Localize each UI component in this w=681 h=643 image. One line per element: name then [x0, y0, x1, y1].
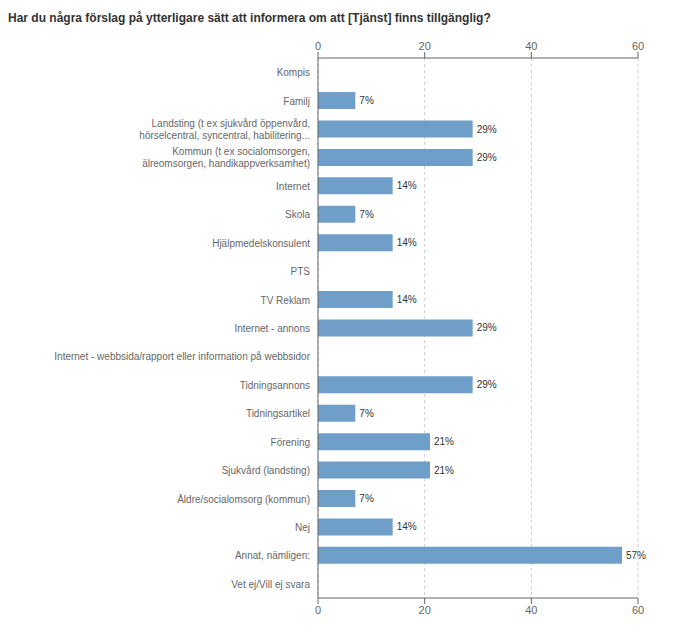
- svg-text:Internet - webbsida/rapport el: Internet - webbsida/rapport eller inform…: [54, 351, 310, 362]
- svg-text:Kommun (t ex socialomsorgen,äl: Kommun (t ex socialomsorgen,älreomsorgen…: [142, 146, 310, 169]
- svg-text:14%: 14%: [397, 521, 417, 532]
- svg-text:7%: 7%: [359, 493, 374, 504]
- svg-text:14%: 14%: [397, 180, 417, 191]
- svg-text:7%: 7%: [359, 209, 374, 220]
- svg-text:29%: 29%: [477, 322, 497, 333]
- svg-text:57%: 57%: [626, 550, 646, 561]
- html-text:Har du några förslag på ytterl: Har du några förslag på ytterligare sätt…: [8, 11, 491, 25]
- svg-text:14%: 14%: [397, 294, 417, 305]
- svg-text:PTS: PTS: [291, 266, 311, 277]
- svg-text:0: 0: [315, 40, 321, 52]
- svg-text:TV Reklam: TV Reklam: [261, 294, 310, 305]
- svg-text:20: 20: [419, 604, 431, 616]
- svg-text:Tidningsannons: Tidningsannons: [240, 379, 310, 390]
- svg-text:0: 0: [315, 604, 321, 616]
- svg-text:Annat, nämligen:: Annat, nämligen:: [235, 550, 310, 561]
- svg-text:21%: 21%: [434, 465, 454, 476]
- svg-text:Kompis: Kompis: [277, 67, 310, 78]
- svg-text:Äldre/socialomsorg (kommun): Äldre/socialomsorg (kommun): [177, 493, 310, 504]
- svg-text:7%: 7%: [359, 95, 374, 106]
- svg-text:Nej: Nej: [295, 521, 310, 532]
- svg-text:Hjälpmedelskonsulent: Hjälpmedelskonsulent: [212, 237, 310, 248]
- svg-text:20: 20: [419, 40, 431, 52]
- svg-text:Landsting (t ex sjukvård öppen: Landsting (t ex sjukvård öppenvård,hörse…: [139, 118, 310, 141]
- svg-text:Internet: Internet: [276, 180, 310, 191]
- svg-text:29%: 29%: [477, 124, 497, 135]
- svg-text:40: 40: [525, 40, 537, 52]
- svg-text:Internet - annons: Internet - annons: [234, 323, 310, 334]
- svg-text:7%: 7%: [359, 408, 374, 419]
- svg-text:Familj: Familj: [283, 95, 310, 106]
- svg-text:Förening: Förening: [271, 436, 310, 447]
- svg-text:21%: 21%: [434, 436, 454, 447]
- svg-text:14%: 14%: [397, 237, 417, 248]
- svg-text:Tidningsartikel: Tidningsartikel: [246, 408, 310, 419]
- svg-text:Vet ej/Vill ej svara: Vet ej/Vill ej svara: [231, 578, 310, 589]
- svg-text:60: 60: [632, 40, 644, 52]
- svg-text:29%: 29%: [477, 152, 497, 163]
- svg-text:60: 60: [632, 604, 644, 616]
- svg-text:29%: 29%: [477, 379, 497, 390]
- svg-text:40: 40: [525, 604, 537, 616]
- svg-text:Skola: Skola: [285, 209, 310, 220]
- svg-text:Sjukvård (landsting): Sjukvård (landsting): [222, 465, 310, 476]
